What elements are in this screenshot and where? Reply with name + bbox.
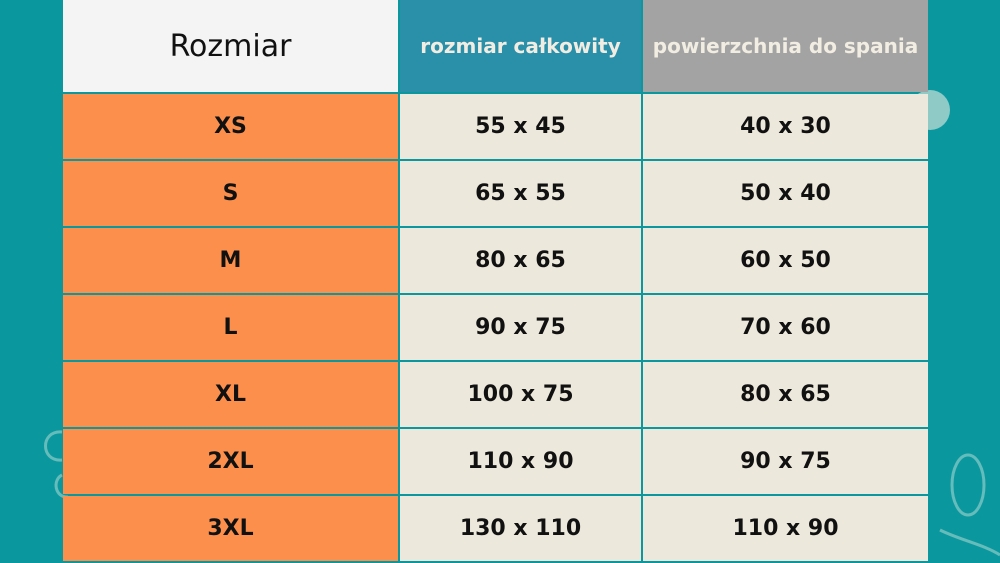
- row-sleep: 110 x 90: [643, 496, 928, 561]
- row-sleep: 70 x 60: [643, 295, 928, 360]
- row-sleep: 80 x 65: [643, 362, 928, 427]
- header-size: Rozmiar: [63, 0, 398, 92]
- header-sleeping-area: powierzchnia do spania: [643, 0, 928, 92]
- row-size: 2XL: [63, 429, 398, 494]
- row-size: M: [63, 228, 398, 293]
- row-total: 80 x 65: [400, 228, 641, 293]
- row-total: 130 x 110: [400, 496, 641, 561]
- row-total: 65 x 55: [400, 161, 641, 226]
- row-sleep: 40 x 30: [643, 94, 928, 159]
- row-total: 110 x 90: [400, 429, 641, 494]
- header-total-size: rozmiar całkowity: [400, 0, 641, 92]
- size-table: Rozmiar rozmiar całkowity powierzchnia d…: [63, 0, 928, 561]
- row-size: S: [63, 161, 398, 226]
- row-sleep: 90 x 75: [643, 429, 928, 494]
- row-sleep: 50 x 40: [643, 161, 928, 226]
- row-sleep: 60 x 50: [643, 228, 928, 293]
- row-size: XS: [63, 94, 398, 159]
- row-size: 3XL: [63, 496, 398, 561]
- row-total: 55 x 45: [400, 94, 641, 159]
- row-size: L: [63, 295, 398, 360]
- row-total: 90 x 75: [400, 295, 641, 360]
- row-total: 100 x 75: [400, 362, 641, 427]
- row-size: XL: [63, 362, 398, 427]
